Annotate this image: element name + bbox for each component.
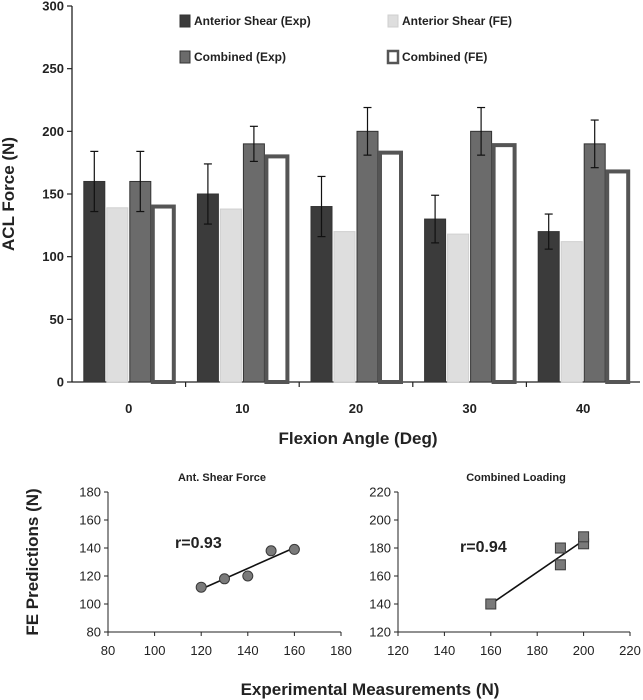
scatter-point xyxy=(219,573,230,585)
scatter-x-tick-label: 120 xyxy=(387,643,409,658)
bar-y-tick-label: 200 xyxy=(42,124,64,139)
scatter-2-title: Combined Loading xyxy=(466,472,566,484)
bar-y-tick-label: 250 xyxy=(42,61,64,76)
bar-combined-exp--40 xyxy=(583,143,606,383)
scatter-x-tick-label: 200 xyxy=(573,643,595,658)
legend-swatch xyxy=(386,49,400,65)
bar-combined-fe--0 xyxy=(150,204,176,384)
scatter-point xyxy=(485,598,497,610)
bar-y-tick-label: 300 xyxy=(42,0,64,14)
scatter-1-ticks: 80 100 120 140 160 180 80 100 120 140 160 180 xyxy=(79,485,352,659)
scatter-point xyxy=(195,581,207,593)
scatter-x-tick-label: 140 xyxy=(237,643,259,658)
bar-x-tick-label: 0 xyxy=(125,401,132,416)
scatter-2-ticks: 120 140 160 180 200 220 120 140 160 180 200 220 xyxy=(369,485,641,659)
scatter-y-tick-label: 100 xyxy=(79,597,101,612)
bar-x-ticks: 0 10 20 30 40 xyxy=(125,382,590,416)
scatter-2-r-label: r=0.94 xyxy=(460,539,507,556)
scatter-y-tick-label: 120 xyxy=(369,625,391,640)
bar-legend: Anterior Shear (Exp) Anterior Shear (FE) C… xyxy=(179,14,512,65)
legend-label: Combined (Exp) xyxy=(194,50,286,64)
legend-swatch xyxy=(179,14,191,28)
scatter-y-tick-label: 220 xyxy=(369,485,391,500)
bar-combined-exp--20 xyxy=(356,130,379,383)
bar-x-tick-label: 10 xyxy=(235,401,249,416)
scatter-y-tick-label: 160 xyxy=(369,569,391,584)
scatter-point xyxy=(578,531,590,543)
bar-combined-exp--30 xyxy=(470,130,493,383)
trend-line xyxy=(200,546,295,590)
scatter-x-tick-label: 80 xyxy=(101,643,115,658)
scatter-point xyxy=(554,542,566,554)
bar-combined-fe--10 xyxy=(264,154,290,384)
scatter-x-tick-label: 160 xyxy=(480,643,502,658)
bar-y-tick-label: 150 xyxy=(42,187,64,202)
bar-y-tick-label: 50 xyxy=(50,312,64,327)
legend-label: Anterior Shear (Exp) xyxy=(194,14,311,28)
bar-anterior-shear-exp--30 xyxy=(424,218,447,383)
bar-chart: 0 50 100 150 200 250 300 0 10 20 30 40 Anterior Sh… xyxy=(0,0,640,448)
scatter-x-tick-label: 220 xyxy=(619,643,641,658)
scatter-1-marks xyxy=(195,543,300,593)
bar-anterior-shear-fe--0 xyxy=(106,207,129,383)
scatter-1-r-label: r=0.93 xyxy=(175,535,222,552)
legend-label: Combined (FE) xyxy=(402,50,487,64)
scatter-2-marks xyxy=(485,531,590,610)
trend-line xyxy=(490,539,585,605)
scatter-x-tick-label: 180 xyxy=(526,643,548,658)
bar-combined-exp--10 xyxy=(242,143,265,383)
scatter-y-tick-label: 180 xyxy=(79,485,101,500)
scatter-y-tick-label: 80 xyxy=(87,625,101,640)
scatter-y-tick-label: 140 xyxy=(369,597,391,612)
scatter-point xyxy=(242,570,254,582)
scatter-y-tick-label: 160 xyxy=(79,513,101,528)
bar-anterior-shear-exp--40 xyxy=(537,231,560,383)
bar-marks xyxy=(83,106,631,384)
bar-x-tick-label: 40 xyxy=(576,401,590,416)
scatter-y-axis-title: FE Predictions (N) xyxy=(23,488,42,635)
bar-y-tick-label: 100 xyxy=(42,249,64,264)
scatter-x-tick-label: 100 xyxy=(144,643,166,658)
bar-combined-fe--20 xyxy=(378,150,403,384)
scatter-y-tick-label: 200 xyxy=(369,513,391,528)
bar-y-tick-label: 0 xyxy=(57,375,64,390)
scatter-panel-ant-shear: Ant. Shear Force 80 100 120 140 160 180 80 100 1… xyxy=(79,472,352,658)
bar-anterior-shear-fe--20 xyxy=(333,231,356,383)
scatter-point xyxy=(554,559,566,571)
bar-x-axis-title: Flexion Angle (Deg) xyxy=(279,429,438,448)
scatter-y-tick-label: 140 xyxy=(79,541,101,556)
bar-x-tick-label: 20 xyxy=(349,401,363,416)
scatter-x-axis-title: Experimental Measurements (N) xyxy=(241,680,500,699)
scatter-1-title: Ant. Shear Force xyxy=(178,472,266,484)
bar-combined-fe--40 xyxy=(605,169,631,384)
bar-y-ticks: 0 50 100 150 200 250 300 xyxy=(42,0,72,390)
scatter-x-tick-label: 140 xyxy=(434,643,456,658)
legend-swatch xyxy=(179,50,191,64)
scatter-panel-combined: Combined Loading 120 140 160 180 200 220 120 14… xyxy=(369,472,641,658)
scatter-y-tick-label: 120 xyxy=(79,569,101,584)
scatter-x-tick-label: 180 xyxy=(330,643,352,658)
bar-combined-fe--30 xyxy=(491,143,517,384)
bar-anterior-shear-fe--10 xyxy=(219,208,242,383)
bar-y-axis-title: ACL Force (N) xyxy=(0,137,18,251)
scatter-point xyxy=(288,543,300,555)
scatter-point xyxy=(265,545,277,557)
scatter-x-tick-label: 160 xyxy=(284,643,306,658)
bar-anterior-shear-fe--40 xyxy=(560,241,583,383)
scatter-y-tick-label: 180 xyxy=(369,541,391,556)
legend-label: Anterior Shear (FE) xyxy=(402,14,512,28)
scatter-x-tick-label: 120 xyxy=(190,643,212,658)
legend-swatch xyxy=(387,14,399,28)
bar-anterior-shear-fe--30 xyxy=(447,233,470,383)
bar-x-tick-label: 30 xyxy=(462,401,476,416)
